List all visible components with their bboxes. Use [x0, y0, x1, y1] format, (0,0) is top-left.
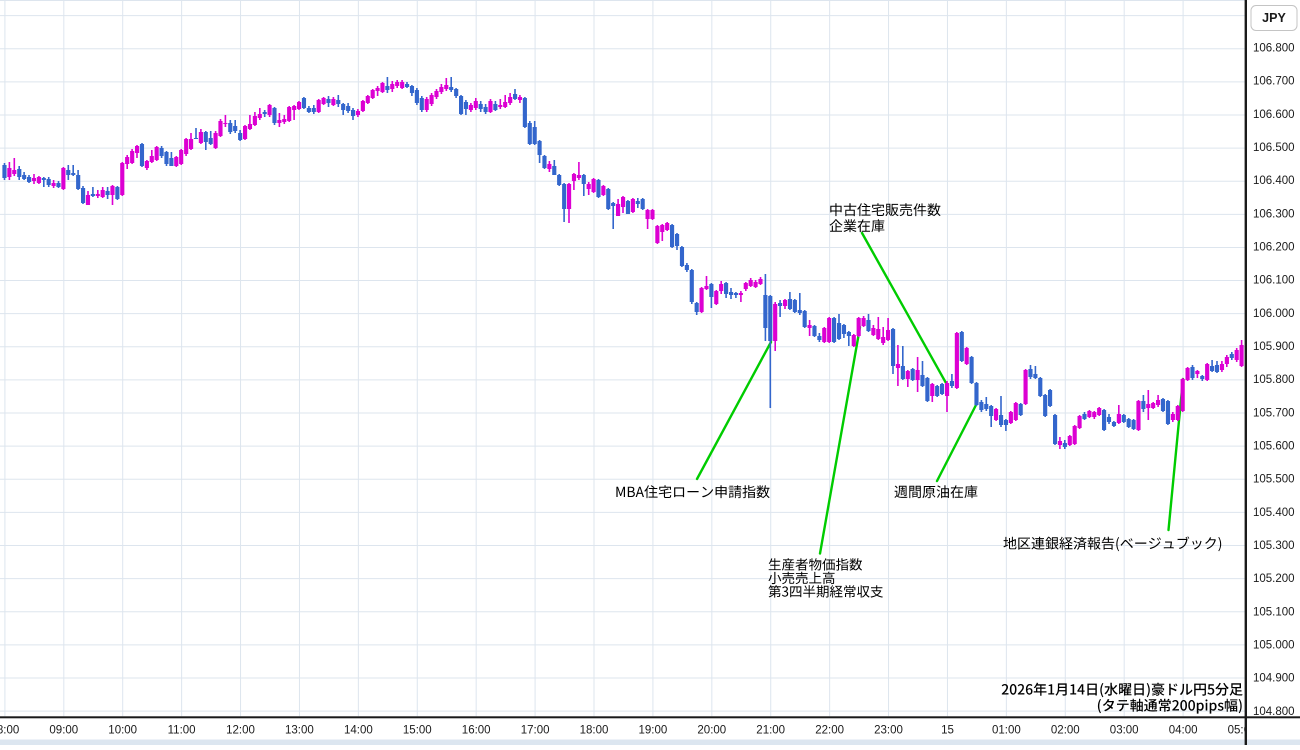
svg-text:05:00: 05:00 [1228, 725, 1257, 737]
svg-text:105.800: 105.800 [1253, 374, 1295, 386]
svg-text:106.200: 106.200 [1253, 242, 1295, 254]
svg-text:105.000: 105.000 [1253, 640, 1295, 652]
svg-text:JPY: JPY [1262, 11, 1286, 25]
svg-text:14:00: 14:00 [344, 725, 373, 737]
svg-text:17:00: 17:00 [521, 725, 550, 737]
svg-text:15:00: 15:00 [403, 725, 432, 737]
svg-text:105.200: 105.200 [1253, 573, 1295, 585]
svg-text:12:00: 12:00 [226, 725, 255, 737]
svg-text:105.300: 105.300 [1253, 540, 1295, 552]
svg-text:19:00: 19:00 [639, 725, 668, 737]
svg-text:10:00: 10:00 [108, 725, 137, 737]
svg-text:106.600: 106.600 [1253, 109, 1295, 121]
svg-text:105.600: 105.600 [1253, 441, 1295, 453]
svg-text:104.800: 104.800 [1253, 706, 1295, 718]
svg-text:01:00: 01:00 [992, 725, 1021, 737]
svg-text:02:00: 02:00 [1051, 725, 1080, 737]
svg-text:104.900: 104.900 [1253, 673, 1295, 685]
svg-text:11:00: 11:00 [168, 725, 196, 737]
svg-text:106.000: 106.000 [1253, 308, 1295, 320]
svg-text:03:00: 03:00 [1110, 725, 1139, 737]
svg-text:09:00: 09:00 [49, 725, 78, 737]
svg-text:105.700: 105.700 [1253, 407, 1295, 419]
svg-text:106.100: 106.100 [1253, 275, 1295, 287]
svg-text:105.900: 105.900 [1253, 341, 1295, 353]
svg-text:16:00: 16:00 [462, 725, 491, 737]
svg-text:105.100: 105.100 [1253, 606, 1295, 618]
svg-text:106.700: 106.700 [1253, 76, 1295, 88]
svg-text:105.400: 105.400 [1253, 507, 1295, 519]
svg-text:04:00: 04:00 [1169, 725, 1198, 737]
svg-text:106.500: 106.500 [1253, 142, 1295, 154]
svg-text:20:00: 20:00 [697, 725, 726, 737]
svg-text:15: 15 [941, 725, 954, 737]
svg-text:23:00: 23:00 [874, 725, 903, 737]
svg-text:08:00: 08:00 [0, 725, 19, 737]
svg-text:106.800: 106.800 [1253, 43, 1295, 55]
svg-text:105.500: 105.500 [1253, 474, 1295, 486]
svg-text:22:00: 22:00 [815, 725, 844, 737]
svg-text:21:00: 21:00 [756, 725, 785, 737]
svg-text:13:00: 13:00 [285, 725, 314, 737]
svg-text:106.300: 106.300 [1253, 208, 1295, 220]
svg-text:106.400: 106.400 [1253, 175, 1295, 187]
svg-text:18:00: 18:00 [580, 725, 609, 737]
